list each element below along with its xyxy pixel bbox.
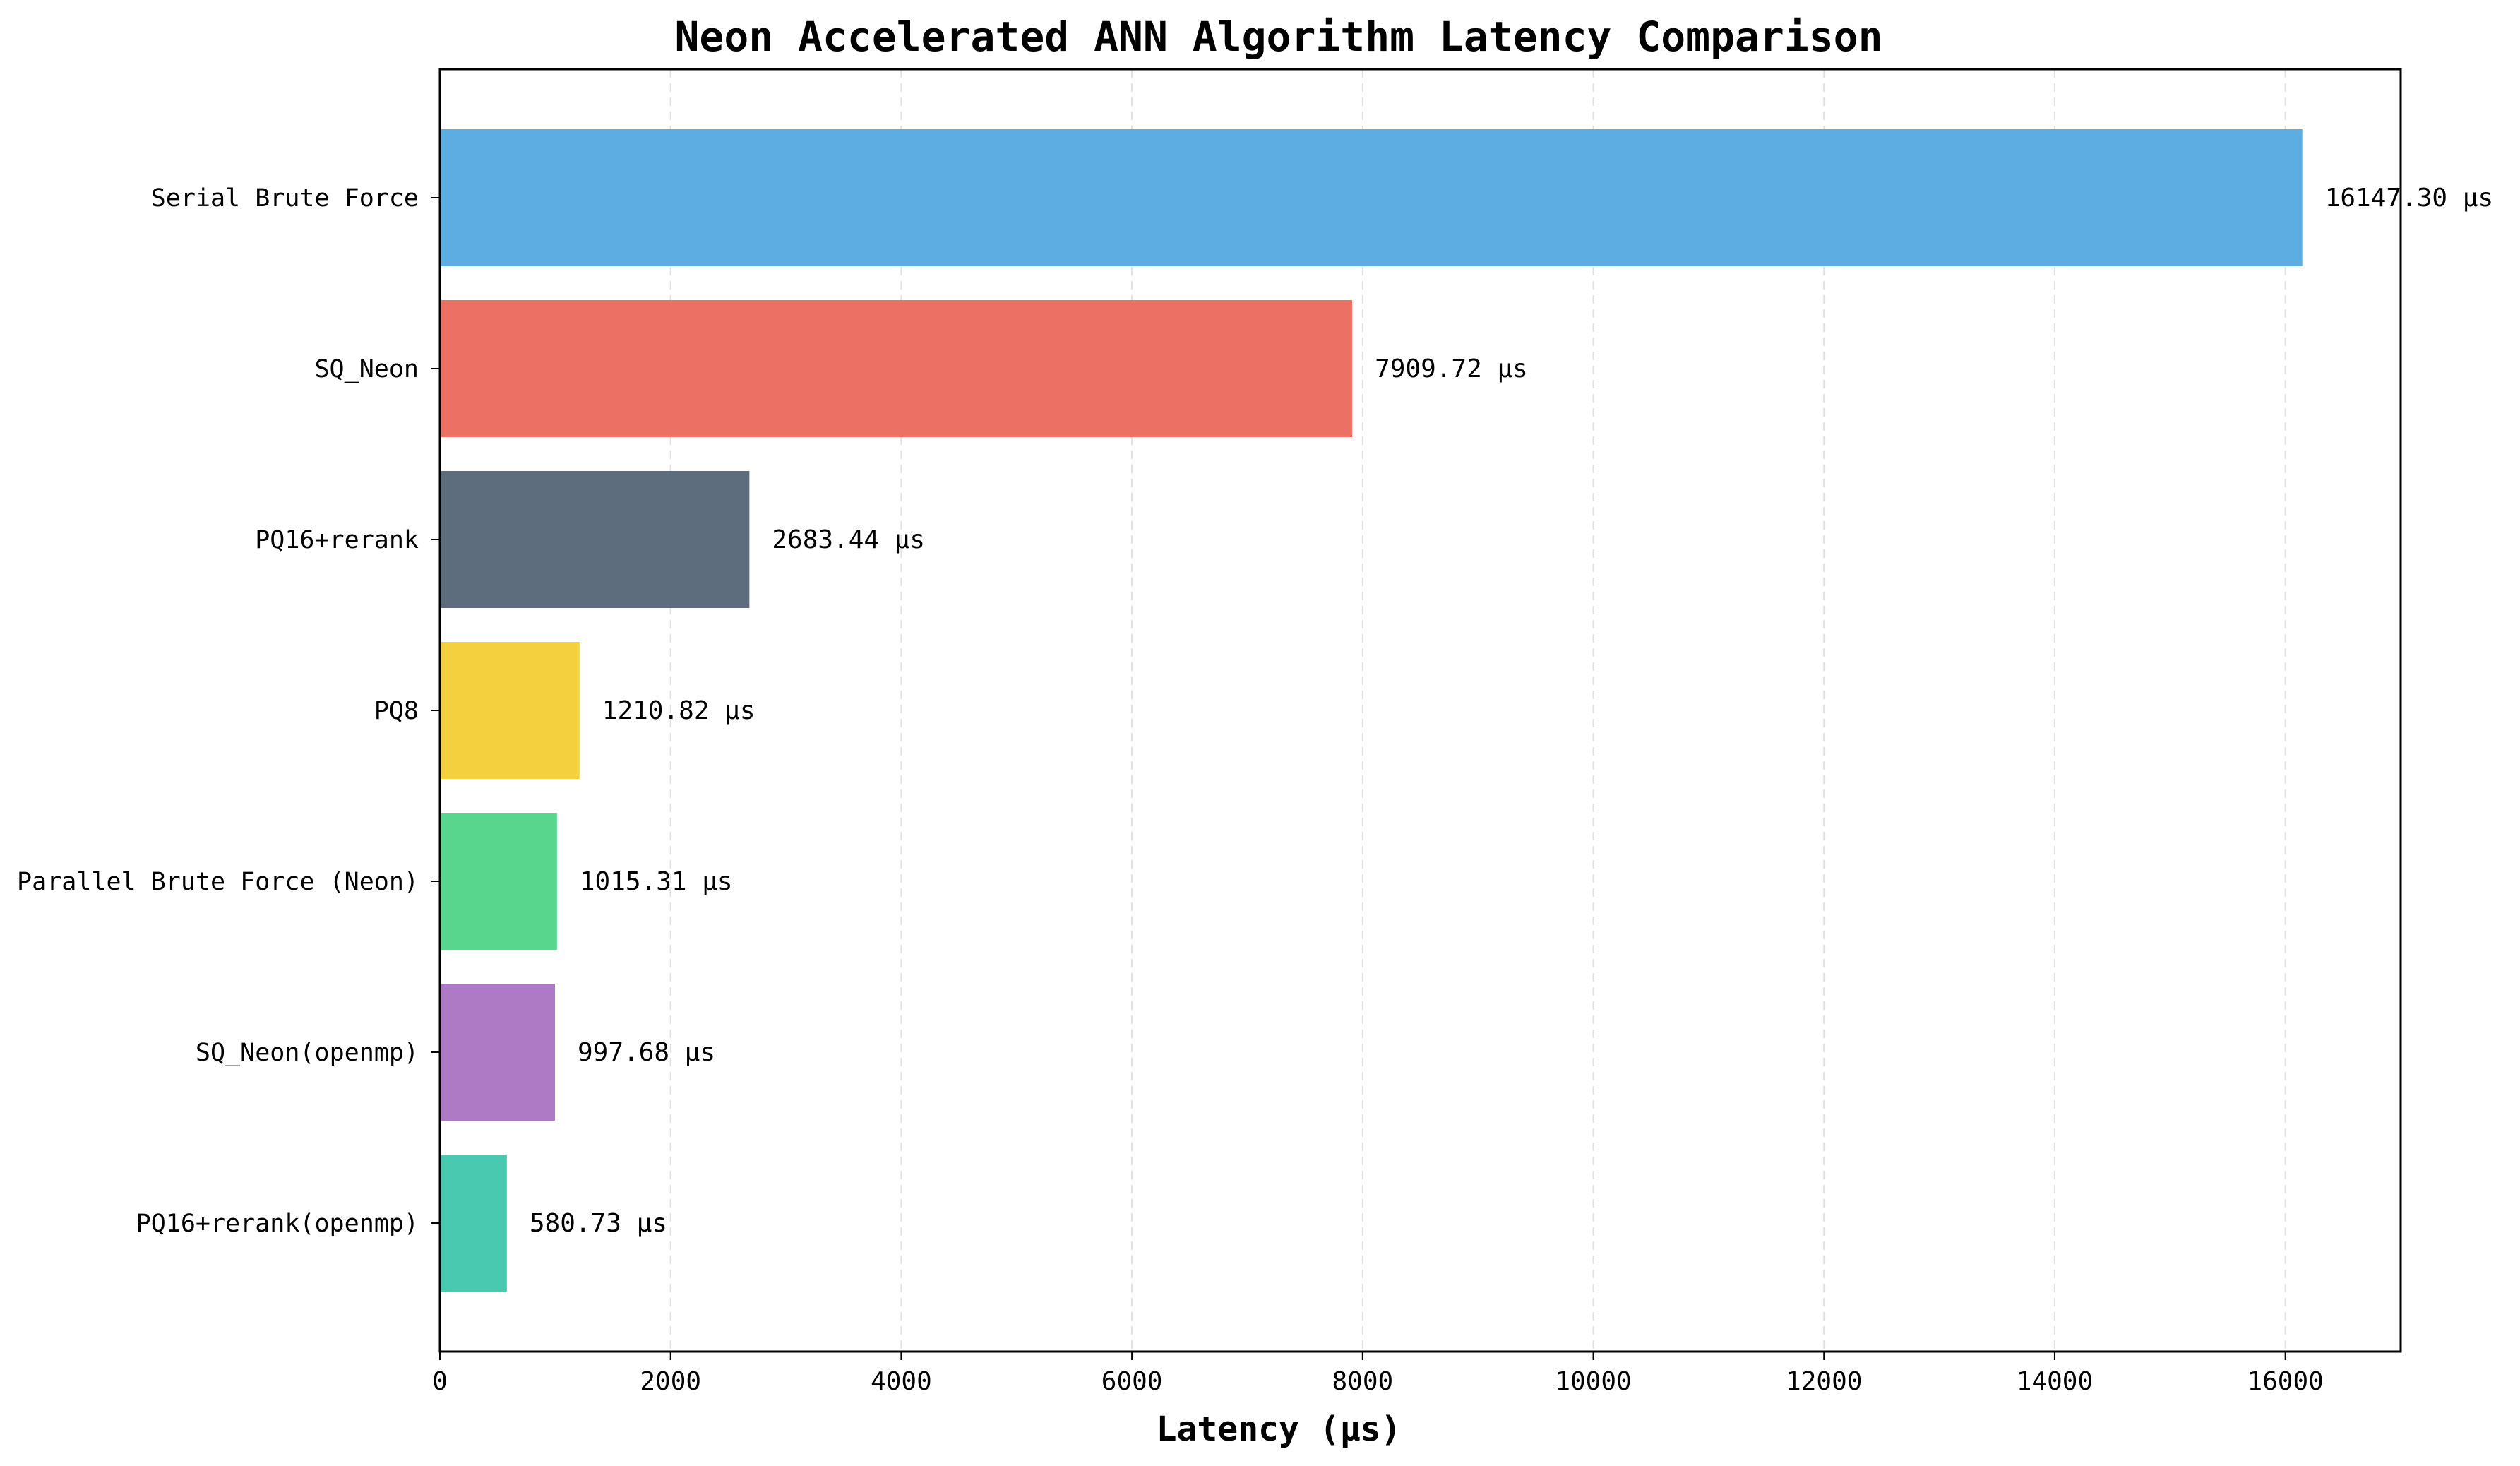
x-tick-label: 0 <box>432 1367 448 1396</box>
bar-value-label: 7909.72 µs <box>1375 354 1528 383</box>
y-tick-label: PQ16+rerank <box>255 526 419 554</box>
bar-value-label: 2683.44 µs <box>772 525 925 554</box>
y-tick-label: SQ_Neon(openmp) <box>196 1039 419 1067</box>
chart-title: Neon Accelerated ANN Algorithm Latency C… <box>674 13 1882 61</box>
x-tick-label: 16000 <box>2247 1367 2323 1396</box>
x-tick-label: 14000 <box>2017 1367 2093 1396</box>
x-tick-label: 2000 <box>640 1367 701 1396</box>
bar-value-label: 580.73 µs <box>530 1209 667 1238</box>
y-tick-label: PQ16+rerank(openmp) <box>136 1210 419 1238</box>
grid-lines <box>669 69 2286 1352</box>
y-tick-label: PQ8 <box>374 697 419 725</box>
x-axis-ticks: 0 2000 4000 6000 8000 10000 12000 14000 16000 <box>432 1352 2324 1396</box>
x-tick-label: 4000 <box>871 1367 932 1396</box>
y-tick-label: Parallel Brute Force (Neon) <box>17 868 419 896</box>
bar <box>440 984 555 1121</box>
bar-value-label: 16147.30 µs <box>2325 184 2493 213</box>
bars <box>440 129 2303 1292</box>
y-axis-ticks: Serial Brute Force SQ_Neon PQ16+rerank PQ8 P… <box>17 184 440 1238</box>
x-tick-label: 12000 <box>1786 1367 1862 1396</box>
value-labels: 16147.30 µs 7909.72 µs 2683.44 µs 1210.82 µ… <box>530 184 2493 1238</box>
x-tick-label: 6000 <box>1101 1367 1163 1396</box>
x-tick-label: 10000 <box>1555 1367 1631 1396</box>
bar <box>440 1155 507 1292</box>
y-tick-label: Serial Brute Force <box>151 184 419 213</box>
bar <box>440 129 2303 266</box>
x-tick-label: 8000 <box>1332 1367 1393 1396</box>
bar-value-label: 997.68 µs <box>578 1038 715 1067</box>
bar <box>440 471 750 608</box>
bar <box>440 642 580 779</box>
x-axis-label: Latency (µs) <box>1157 1410 1402 1449</box>
bar <box>440 300 1353 437</box>
bar-value-label: 1210.82 µs <box>602 696 756 725</box>
bar-value-label: 1015.31 µs <box>580 867 733 896</box>
bar <box>440 813 557 950</box>
y-tick-label: SQ_Neon <box>314 355 419 383</box>
